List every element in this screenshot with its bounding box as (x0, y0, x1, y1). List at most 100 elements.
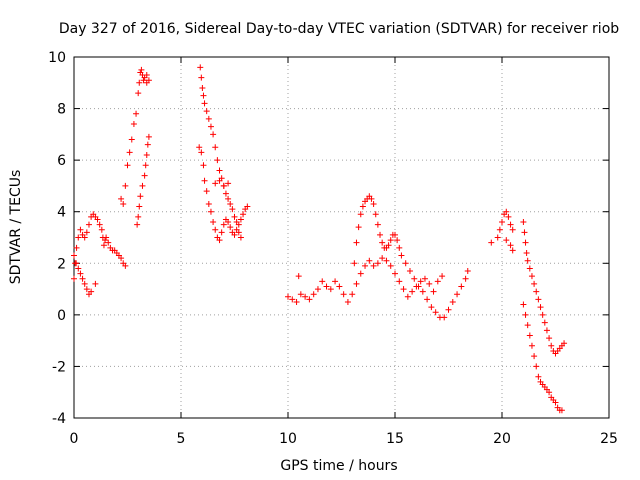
data-point (445, 306, 452, 313)
data-point (143, 151, 150, 158)
data-point (392, 270, 398, 277)
x-tick-label: 5 (177, 431, 186, 447)
data-point (496, 226, 503, 233)
data-point (98, 226, 105, 233)
data-point (561, 340, 568, 347)
data-point (130, 121, 137, 128)
data-point (71, 252, 77, 259)
data-point (77, 270, 84, 277)
data-point (196, 144, 203, 151)
data-points (71, 64, 568, 414)
data-point (227, 224, 234, 231)
data-point (102, 237, 109, 244)
data-point (464, 268, 471, 275)
data-point (344, 298, 351, 305)
data-point (71, 275, 77, 282)
data-point (140, 77, 147, 84)
data-point (535, 373, 542, 380)
data-point (548, 342, 555, 349)
data-point (509, 247, 516, 254)
data-point (533, 363, 540, 370)
data-point (139, 182, 146, 189)
data-point (355, 224, 362, 231)
series-arc3-low (196, 144, 244, 244)
data-point (454, 291, 461, 298)
y-tick-label: 10 (48, 50, 66, 66)
data-point (528, 273, 535, 280)
data-point (503, 237, 510, 244)
data-point (96, 221, 103, 228)
data-point (523, 249, 530, 256)
data-point (370, 200, 377, 207)
data-point (225, 219, 232, 226)
data-point (441, 314, 448, 321)
series-arc4-low (285, 255, 446, 305)
data-point (73, 244, 80, 251)
data-point (218, 229, 225, 236)
data-point (520, 219, 527, 226)
data-point (494, 234, 501, 241)
data-point (392, 231, 398, 238)
data-point (359, 203, 366, 210)
data-point (522, 311, 529, 318)
data-point (83, 229, 90, 236)
data-point (374, 260, 381, 267)
data-point (507, 242, 514, 249)
y-tick-label: 8 (57, 102, 66, 118)
data-point (122, 262, 129, 269)
data-point (126, 149, 133, 156)
data-point (526, 332, 533, 339)
data-point (81, 280, 88, 287)
x-tick-label: 0 (70, 431, 79, 447)
data-point (205, 200, 212, 207)
data-point (81, 234, 88, 241)
data-point (135, 90, 142, 97)
axis-ticks (73, 56, 610, 419)
data-point (227, 200, 234, 207)
data-point (379, 255, 386, 262)
y-tick-label: -4 (52, 411, 66, 427)
data-point (394, 237, 401, 244)
data-point (105, 239, 112, 246)
data-point (214, 157, 221, 164)
data-point (88, 288, 95, 295)
data-point (526, 265, 533, 272)
data-point (201, 177, 208, 184)
data-point (142, 162, 149, 169)
data-point (100, 242, 107, 249)
data-point (402, 260, 409, 267)
series-arc5-high (488, 208, 516, 254)
data-point (462, 275, 469, 282)
x-axis-label: GPS time / hours (280, 458, 397, 474)
plot-frame (73, 56, 610, 419)
data-point (357, 270, 364, 277)
data-point (124, 162, 131, 169)
data-point (237, 216, 244, 223)
data-point (310, 291, 317, 298)
data-point (357, 211, 364, 218)
data-point (539, 311, 546, 318)
data-point (297, 291, 304, 298)
data-point (503, 208, 510, 215)
data-point (424, 296, 431, 303)
data-point (216, 167, 223, 174)
data-point (524, 322, 531, 329)
data-point (379, 239, 386, 246)
data-point (520, 301, 527, 308)
data-point (216, 237, 223, 244)
data-point (552, 399, 559, 406)
data-point (409, 288, 416, 295)
series-arc1-low (71, 252, 99, 298)
data-point (387, 237, 394, 244)
data-point (415, 283, 422, 290)
data-point (428, 304, 435, 311)
data-point (319, 278, 326, 285)
data-point (210, 219, 217, 226)
data-point (120, 200, 127, 207)
data-point (400, 286, 407, 293)
y-tick-label: 0 (57, 308, 66, 324)
data-point (199, 84, 206, 91)
data-point (370, 262, 377, 269)
data-point (340, 291, 347, 298)
